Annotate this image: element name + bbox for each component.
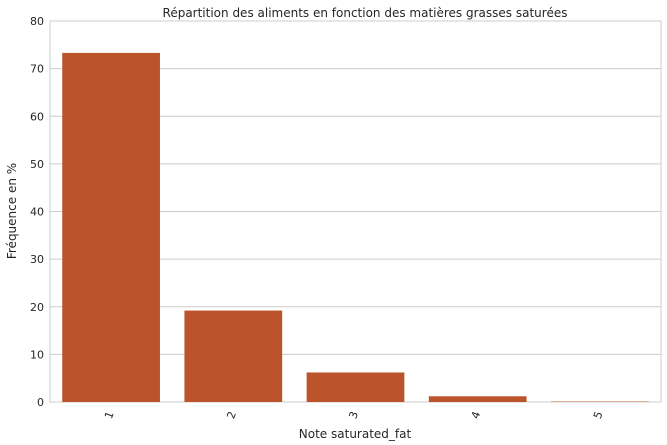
bar-3 — [306, 372, 405, 402]
x-tick-label: 5 — [591, 410, 606, 421]
y-tick-label: 80 — [30, 15, 44, 28]
x-tick-labels: 1 2 3 4 5 — [102, 410, 605, 421]
y-tick-labels: 0 10 20 30 40 50 60 70 80 — [30, 15, 44, 409]
y-tick-label: 0 — [37, 396, 44, 409]
bar-1 — [62, 52, 160, 402]
x-tick-label: 4 — [469, 410, 484, 421]
y-tick-label: 40 — [30, 206, 44, 219]
y-tick-label: 60 — [30, 110, 44, 123]
bar-4 — [428, 396, 527, 402]
y-tick-label: 10 — [30, 348, 44, 361]
x-tick-label: 3 — [347, 410, 362, 421]
bar-2 — [184, 310, 283, 402]
x-tick-label: 2 — [224, 410, 239, 421]
y-tick-label: 50 — [30, 158, 44, 171]
chart-title: Répartition des aliments en fonction des… — [163, 6, 568, 20]
y-tick-label: 30 — [30, 253, 44, 266]
y-axis-label: Fréquence en % — [5, 163, 19, 259]
x-tick-label: 1 — [102, 410, 117, 421]
bars — [62, 52, 649, 402]
x-axis-label: Note saturated_fat — [299, 427, 412, 441]
y-tick-label: 20 — [30, 301, 44, 314]
y-tick-label: 70 — [30, 63, 44, 76]
